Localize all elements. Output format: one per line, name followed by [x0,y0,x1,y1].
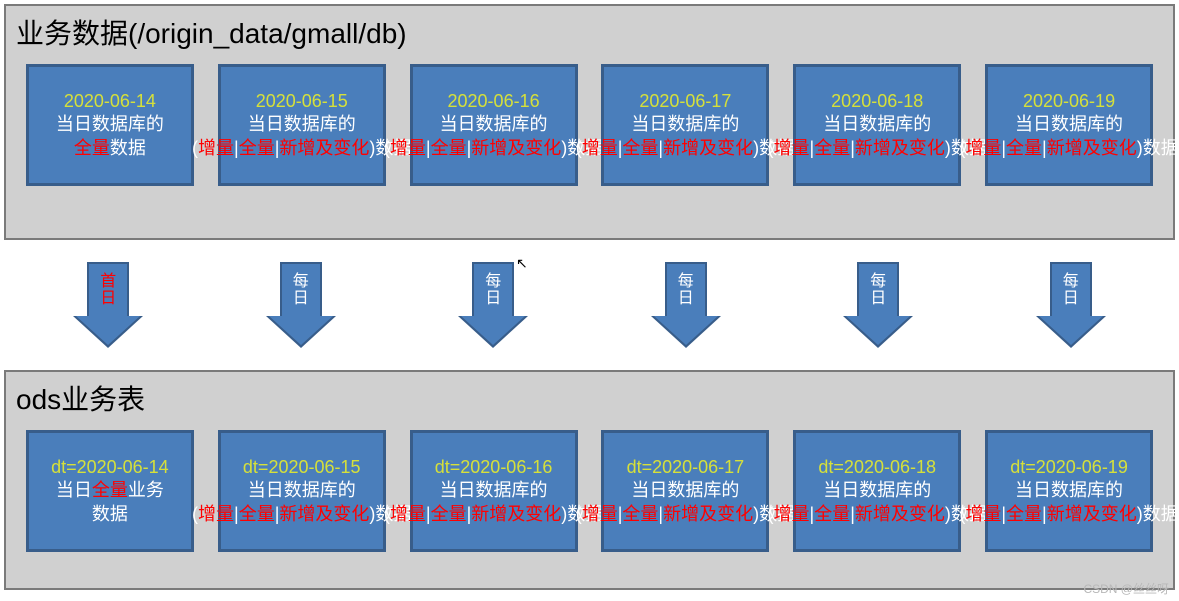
flow-arrow: 每 日 [1036,262,1106,348]
arrow-wrap: 每 日 [794,262,962,348]
ods-box: dt=2020-06-15 当日数据库的 (增量|全量|新增及变化)数据 [218,430,386,552]
flow-arrow: 每 日 [843,262,913,348]
ods-panel: ods业务表 dt=2020-06-14 当日全量业务 数据 dt=2020-0… [4,370,1175,590]
arrow-head-icon [1036,316,1106,348]
arrow-wrap: 每 日 [602,262,770,348]
box-text: 当日数据库的 (增量|全量|新增及变化)数据 [192,479,411,526]
box-text: 当日全量业务 数据 [56,479,164,526]
box-text: 当日数据库的 (增量|全量|新增及变化)数据 [959,113,1178,160]
box-dt: dt=2020-06-16 [435,456,553,479]
arrow-wrap: 每 日 [409,262,577,348]
box-date: 2020-06-19 [1023,90,1115,113]
arrow-body: 每 日 [665,262,707,318]
box-text: 当日数据库的 (增量|全量|新增及变化)数据 [576,113,795,160]
cursor-icon: ↖ [516,255,528,272]
ods-box: dt=2020-06-18 当日数据库的 (增量|全量|新增及变化)数据 [793,430,961,552]
arrow-body: 每 日 [1050,262,1092,318]
source-box: 2020-06-18 当日数据库的 (增量|全量|新增及变化)数据 [793,64,961,186]
box-dt: dt=2020-06-19 [1010,456,1128,479]
arrow-body: 首 日 [87,262,129,318]
box-text: 当日数据库的 (增量|全量|新增及变化)数据 [576,479,795,526]
box-date: 2020-06-15 [256,90,348,113]
box-date: 2020-06-16 [448,90,540,113]
source-box: 2020-06-19 当日数据库的 (增量|全量|新增及变化)数据 [985,64,1153,186]
box-dt: dt=2020-06-18 [818,456,936,479]
arrow-head-icon [843,316,913,348]
ods-box-row: dt=2020-06-14 当日全量业务 数据 dt=2020-06-15 当日… [6,420,1173,568]
arrow-head-icon [458,316,528,348]
arrow-head-icon [266,316,336,348]
box-text: 当日数据库的 (增量|全量|新增及变化)数据 [959,479,1178,526]
ods-box: dt=2020-06-16 当日数据库的 (增量|全量|新增及变化)数据 [410,430,578,552]
source-box: 2020-06-15 当日数据库的 (增量|全量|新增及变化)数据 [218,64,386,186]
source-box: 2020-06-16 当日数据库的 (增量|全量|新增及变化)数据 [410,64,578,186]
arrow-wrap: 首 日 [24,262,192,348]
source-title: 业务数据(/origin_data/gmall/db) [6,6,1173,54]
flow-arrow: 每 日 [266,262,336,348]
ods-box: dt=2020-06-14 当日全量业务 数据 [26,430,194,552]
arrow-head-icon [73,316,143,348]
arrow-body: 每 日 [857,262,899,318]
box-date: 2020-06-18 [831,90,923,113]
box-text: 当日数据库的 (增量|全量|新增及变化)数据 [768,113,987,160]
box-text: 当日数据库的 全量数据 [56,113,164,160]
source-box: 2020-06-17 当日数据库的 (增量|全量|新增及变化)数据 [601,64,769,186]
flow-arrow: 每 日 [651,262,721,348]
flow-arrow: 首 日 [73,262,143,348]
arrow-head-icon [651,316,721,348]
flow-arrow: 每 日 [458,262,528,348]
arrow-wrap: 每 日 [217,262,385,348]
arrow-row: 首 日 每 日 每 日 每 日 [4,240,1175,370]
box-dt: dt=2020-06-17 [627,456,745,479]
box-text: 当日数据库的 (增量|全量|新增及变化)数据 [384,113,603,160]
arrow-wrap: 每 日 [987,262,1155,348]
arrow-body: 每 日 [472,262,514,318]
box-text: 当日数据库的 (增量|全量|新增及变化)数据 [384,479,603,526]
watermark: CSDN @丝丝呀 [1083,580,1169,597]
ods-title: ods业务表 [6,372,1173,420]
box-text: 当日数据库的 (增量|全量|新增及变化)数据 [768,479,987,526]
box-date: 2020-06-17 [639,90,731,113]
arrow-body: 每 日 [280,262,322,318]
source-panel: 业务数据(/origin_data/gmall/db) 2020-06-14 当… [4,4,1175,240]
ods-box: dt=2020-06-19 当日数据库的 (增量|全量|新增及变化)数据 [985,430,1153,552]
source-box: 2020-06-14 当日数据库的 全量数据 [26,64,194,186]
box-dt: dt=2020-06-14 [51,456,169,479]
box-text: 当日数据库的 (增量|全量|新增及变化)数据 [192,113,411,160]
source-box-row: 2020-06-14 当日数据库的 全量数据 2020-06-15 当日数据库的… [6,54,1173,202]
box-dt: dt=2020-06-15 [243,456,361,479]
box-date: 2020-06-14 [64,90,156,113]
ods-box: dt=2020-06-17 当日数据库的 (增量|全量|新增及变化)数据 [601,430,769,552]
